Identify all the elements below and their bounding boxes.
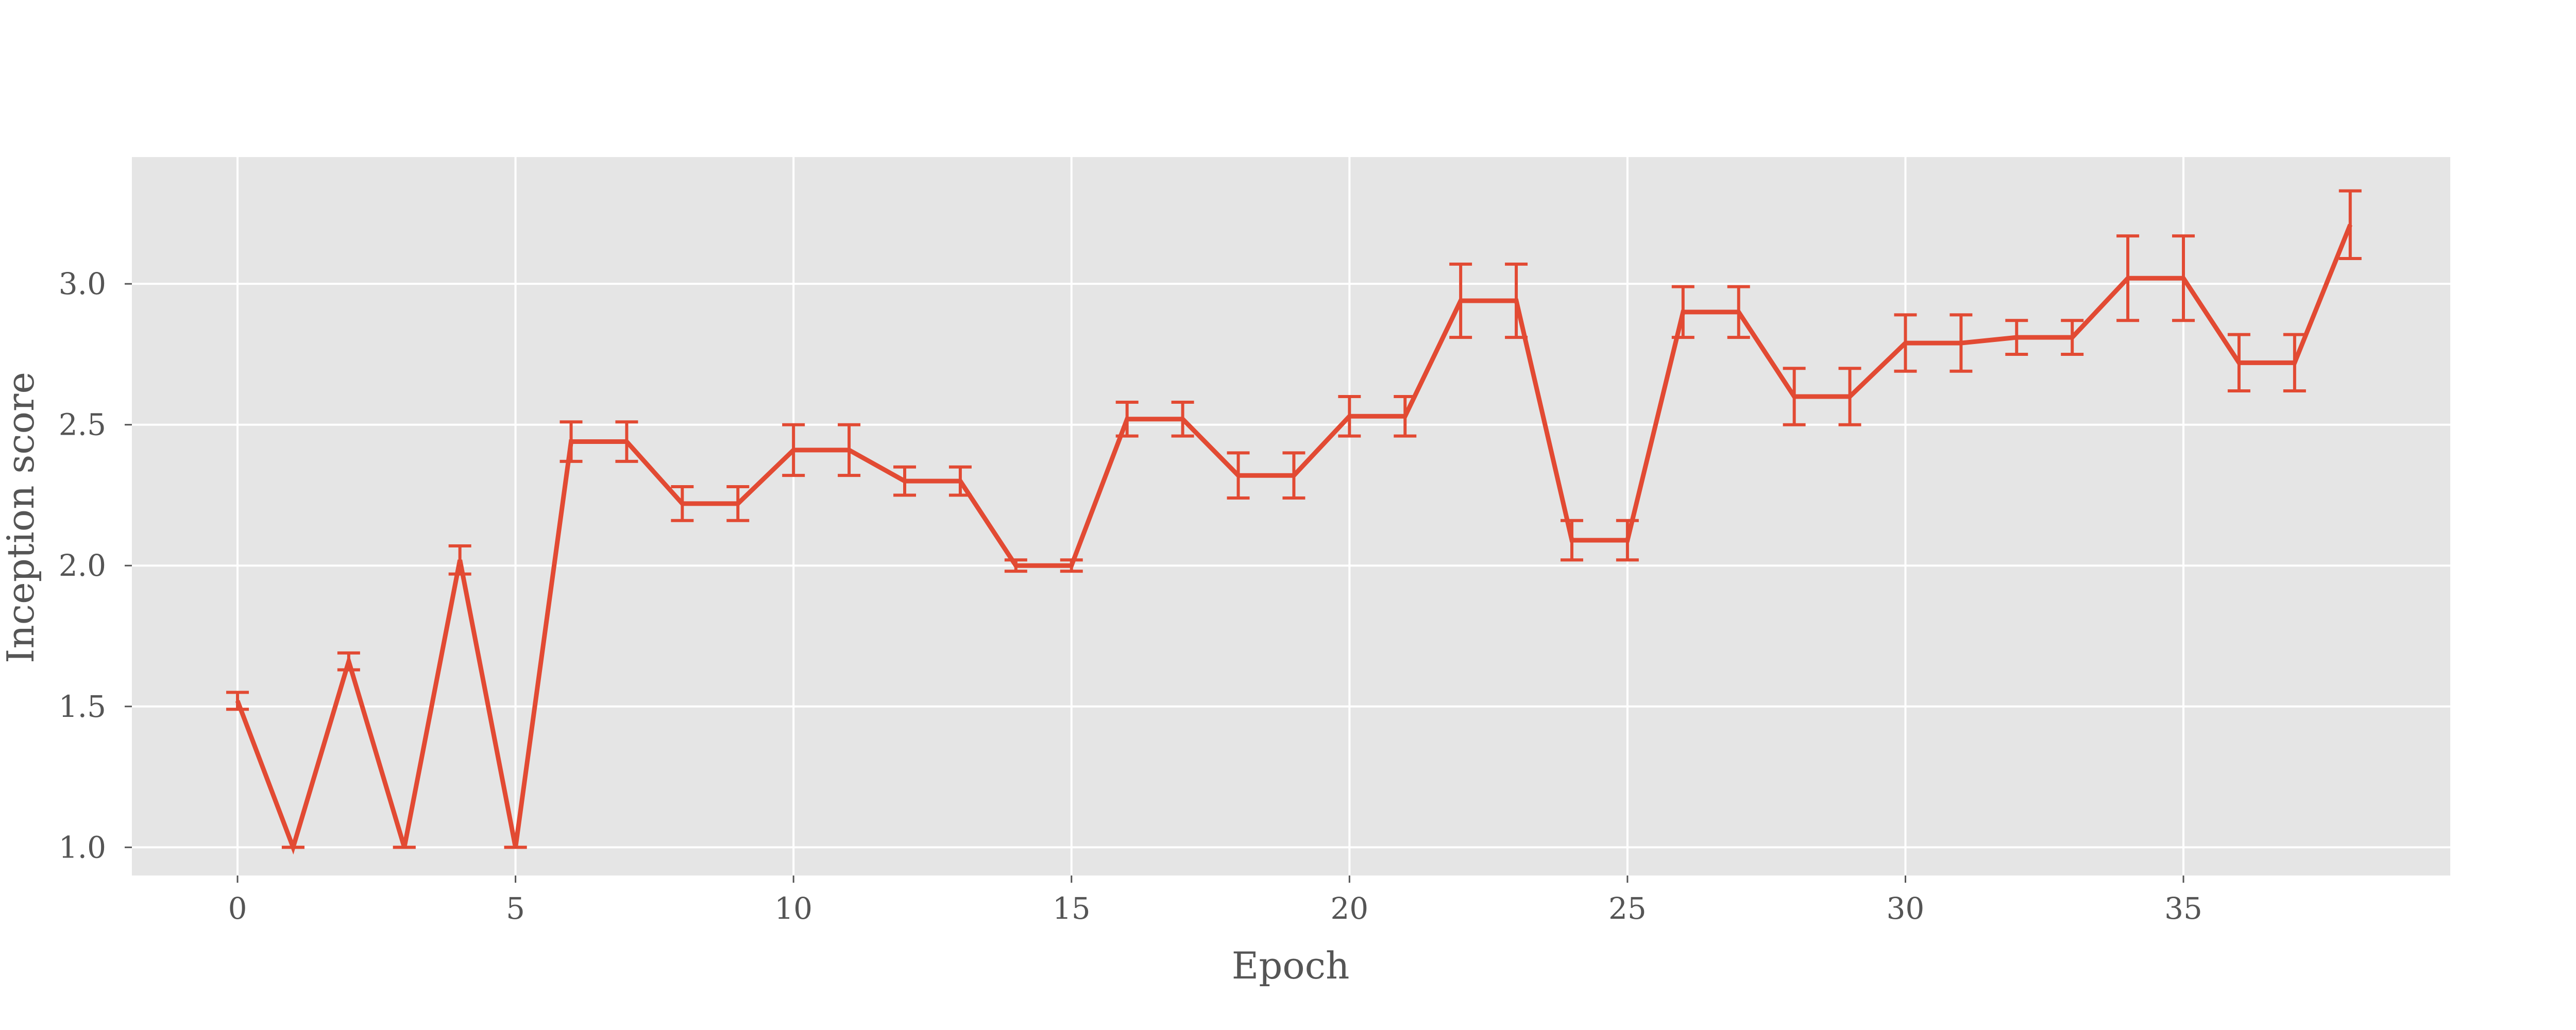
plot-background bbox=[132, 157, 2450, 876]
error-bar bbox=[948, 465, 972, 497]
y-tick-label: 1.0 bbox=[59, 830, 106, 865]
error-bar bbox=[726, 485, 750, 522]
grid-lines bbox=[132, 157, 2450, 876]
x-tick-label: 30 bbox=[1887, 891, 1925, 926]
x-tick-label: 15 bbox=[1053, 891, 1091, 926]
error-bar bbox=[1671, 285, 1694, 339]
error-bar bbox=[671, 485, 694, 522]
error-bar bbox=[1115, 400, 1139, 438]
error-bar bbox=[782, 423, 805, 477]
x-tick-label: 10 bbox=[774, 891, 812, 926]
error-bar bbox=[1894, 313, 1917, 373]
error-bar bbox=[1338, 395, 1361, 438]
error-bar bbox=[2172, 234, 2195, 322]
error-bar bbox=[1171, 400, 1194, 438]
error-bar bbox=[560, 420, 583, 463]
error-bar bbox=[2116, 234, 2140, 322]
error-bar bbox=[1227, 451, 1250, 500]
x-tick-label: 35 bbox=[2164, 891, 2202, 926]
x-tick-label: 20 bbox=[1330, 891, 1368, 926]
error-bar bbox=[448, 544, 471, 576]
error-bar bbox=[2283, 333, 2306, 393]
error-bar bbox=[1449, 262, 1472, 339]
error-bar bbox=[1950, 313, 1973, 373]
error-bar bbox=[1060, 558, 1083, 573]
error-bar bbox=[1838, 367, 1861, 426]
error-bar bbox=[1505, 262, 1528, 339]
error-bar bbox=[2338, 189, 2362, 260]
x-axis-label: Epoch bbox=[1232, 944, 1350, 987]
x-tick-label: 5 bbox=[506, 891, 525, 926]
error-bar bbox=[1282, 451, 1306, 500]
y-tick-label: 2.0 bbox=[59, 548, 106, 583]
error-bar bbox=[1560, 519, 1583, 562]
error-bar bbox=[1004, 558, 1027, 573]
series-inception-score bbox=[226, 189, 2362, 855]
x-tick-label: 0 bbox=[228, 891, 247, 926]
y-tick-label: 2.5 bbox=[59, 407, 106, 442]
y-axis-ticks: 1.0 1.5 2.0 2.5 3.0 bbox=[59, 266, 132, 865]
y-tick-label: 3.0 bbox=[59, 266, 106, 301]
y-tick-label: 1.5 bbox=[59, 689, 106, 724]
error-bar bbox=[1394, 395, 1417, 438]
error-bar bbox=[1727, 285, 1750, 339]
y-axis-label: Inception score bbox=[0, 372, 42, 663]
error-bar bbox=[226, 691, 249, 711]
error-bar bbox=[1783, 367, 1806, 426]
error-bar bbox=[2061, 319, 2084, 356]
error-bar bbox=[1616, 519, 1639, 562]
x-axis-ticks: 0 5 10 15 20 25 30 35 bbox=[228, 876, 2202, 926]
x-tick-label: 25 bbox=[1608, 891, 1647, 926]
error-bar bbox=[615, 420, 638, 463]
error-bar bbox=[337, 651, 360, 672]
error-bar bbox=[2227, 333, 2250, 393]
error-bar bbox=[2005, 319, 2028, 356]
error-bar bbox=[893, 465, 916, 497]
error-bar bbox=[838, 423, 861, 477]
